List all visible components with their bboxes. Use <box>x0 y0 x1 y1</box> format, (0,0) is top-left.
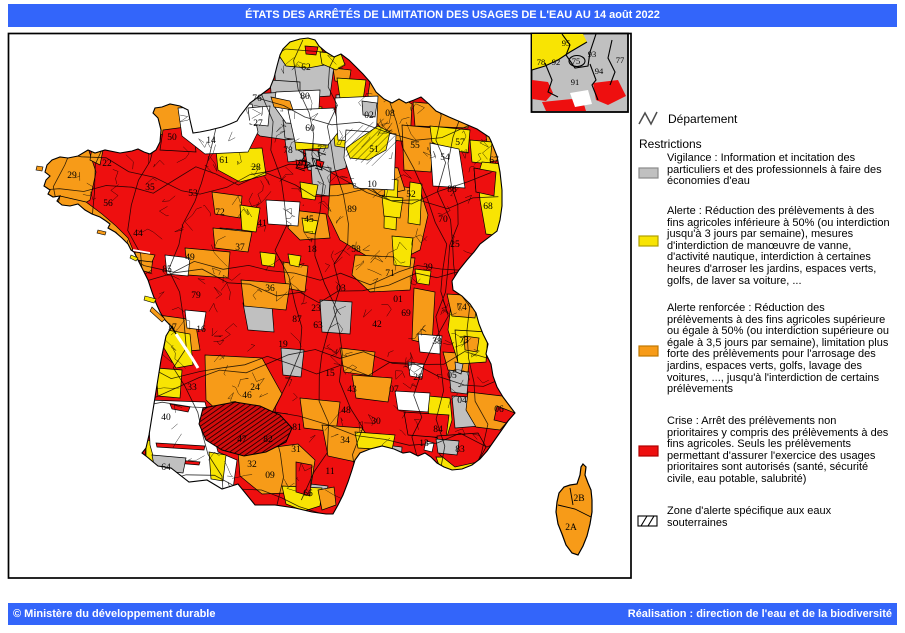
svg-text:29: 29 <box>67 171 77 181</box>
svg-text:68: 68 <box>483 202 493 212</box>
svg-text:37: 37 <box>235 243 245 253</box>
svg-text:77: 77 <box>317 145 327 155</box>
svg-text:19: 19 <box>278 340 288 350</box>
svg-text:64: 64 <box>161 463 171 473</box>
svg-text:35: 35 <box>145 183 155 193</box>
svg-text:52: 52 <box>406 190 416 200</box>
svg-text:31: 31 <box>291 445 301 455</box>
svg-text:44: 44 <box>133 229 143 239</box>
svg-text:87: 87 <box>292 315 302 325</box>
svg-text:46: 46 <box>242 391 252 401</box>
svg-text:2B: 2B <box>573 494 584 504</box>
svg-text:85: 85 <box>162 265 172 275</box>
svg-text:91: 91 <box>298 159 308 169</box>
svg-text:48: 48 <box>341 406 351 416</box>
svg-text:84: 84 <box>433 425 443 435</box>
svg-text:07: 07 <box>389 385 399 395</box>
svg-text:45: 45 <box>304 215 314 225</box>
svg-text:62: 62 <box>301 63 311 73</box>
svg-text:79: 79 <box>191 291 201 301</box>
svg-text:81: 81 <box>292 423 302 433</box>
svg-text:92: 92 <box>552 57 561 67</box>
svg-text:53: 53 <box>188 189 198 199</box>
svg-text:32: 32 <box>247 460 257 470</box>
svg-text:66: 66 <box>303 489 313 499</box>
svg-text:61: 61 <box>219 156 229 166</box>
svg-text:51: 51 <box>369 145 379 155</box>
svg-text:18: 18 <box>307 245 317 255</box>
svg-text:50: 50 <box>167 133 177 143</box>
svg-text:23: 23 <box>311 304 321 314</box>
svg-text:77: 77 <box>616 55 625 65</box>
svg-text:2A: 2A <box>565 523 577 533</box>
svg-text:15: 15 <box>325 369 335 379</box>
svg-text:30: 30 <box>371 417 381 427</box>
svg-text:93: 93 <box>588 49 597 59</box>
svg-text:28: 28 <box>251 163 261 173</box>
svg-text:78: 78 <box>283 146 293 156</box>
svg-text:73: 73 <box>459 336 469 346</box>
svg-text:36: 36 <box>265 284 275 294</box>
svg-text:71: 71 <box>385 269 395 279</box>
svg-text:26: 26 <box>413 373 423 383</box>
svg-text:09: 09 <box>265 471 275 481</box>
svg-text:57: 57 <box>455 138 465 148</box>
svg-text:78: 78 <box>537 57 546 67</box>
svg-text:88: 88 <box>447 185 457 195</box>
svg-text:34: 34 <box>340 436 350 446</box>
svg-text:02: 02 <box>364 111 374 121</box>
svg-text:72: 72 <box>215 208 225 218</box>
svg-text:24: 24 <box>250 383 260 393</box>
svg-text:56: 56 <box>103 199 113 209</box>
svg-text:55: 55 <box>410 141 420 151</box>
svg-text:54: 54 <box>440 153 450 163</box>
svg-text:27: 27 <box>253 119 263 129</box>
svg-text:67: 67 <box>489 156 499 166</box>
svg-text:63: 63 <box>313 321 323 331</box>
svg-text:43: 43 <box>347 385 357 395</box>
svg-text:82: 82 <box>263 435 273 445</box>
svg-text:74: 74 <box>457 303 467 313</box>
svg-text:40: 40 <box>161 413 171 423</box>
svg-text:75: 75 <box>572 56 581 66</box>
svg-text:42: 42 <box>372 320 382 330</box>
svg-text:16: 16 <box>196 325 206 335</box>
svg-text:41: 41 <box>257 219 267 229</box>
svg-text:94: 94 <box>595 66 604 76</box>
svg-text:49: 49 <box>185 253 195 263</box>
svg-text:60: 60 <box>305 124 315 134</box>
svg-text:70: 70 <box>438 215 448 225</box>
svg-text:22: 22 <box>102 159 112 169</box>
svg-text:76: 76 <box>252 94 262 104</box>
svg-text:95: 95 <box>562 38 571 48</box>
svg-text:25: 25 <box>450 240 460 250</box>
svg-text:91: 91 <box>571 77 580 87</box>
svg-text:89: 89 <box>347 205 357 215</box>
svg-text:04: 04 <box>457 396 467 406</box>
svg-text:06: 06 <box>494 405 504 415</box>
svg-text:33: 33 <box>187 383 197 393</box>
svg-text:10: 10 <box>367 180 377 190</box>
svg-text:39: 39 <box>423 263 433 273</box>
svg-text:03: 03 <box>336 284 346 294</box>
svg-text:47: 47 <box>237 435 247 445</box>
svg-text:08: 08 <box>385 109 395 119</box>
svg-text:38: 38 <box>432 337 442 347</box>
svg-text:80: 80 <box>300 92 310 102</box>
svg-text:13: 13 <box>419 439 429 449</box>
svg-text:01: 01 <box>393 295 403 305</box>
svg-text:05: 05 <box>447 371 457 381</box>
svg-text:14: 14 <box>206 136 216 146</box>
svg-text:83: 83 <box>455 445 465 455</box>
svg-text:11: 11 <box>325 467 334 477</box>
svg-text:69: 69 <box>401 309 411 319</box>
svg-text:17: 17 <box>167 323 177 333</box>
svg-text:58: 58 <box>351 245 361 255</box>
